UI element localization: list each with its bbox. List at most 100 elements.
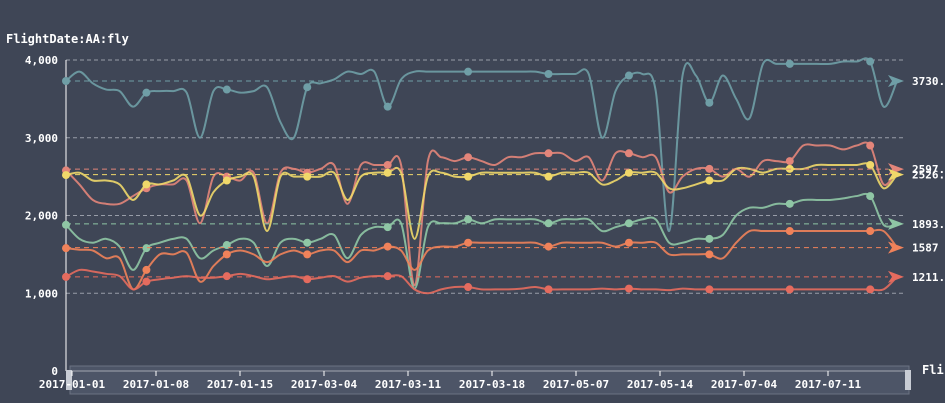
data-point[interactable]: [142, 88, 151, 97]
data-point[interactable]: [705, 234, 714, 243]
data-point[interactable]: [142, 180, 151, 189]
data-point[interactable]: [142, 244, 151, 253]
data-point[interactable]: [866, 285, 875, 294]
data-point[interactable]: [624, 284, 633, 293]
data-point[interactable]: [142, 265, 151, 274]
data-point[interactable]: [624, 219, 633, 228]
data-point[interactable]: [785, 157, 794, 166]
data-point[interactable]: [464, 283, 473, 292]
x-tick-label: 2017-05-07: [543, 378, 609, 391]
x-tick-label: 2017-01-08: [123, 378, 189, 391]
data-point[interactable]: [785, 59, 794, 68]
data-point[interactable]: [866, 57, 875, 66]
chart-title: FlightDate:AA:fly: [6, 32, 129, 46]
mark-line-label: 1893.: [912, 218, 945, 231]
data-point[interactable]: [785, 227, 794, 236]
x-tick-label: 2017-05-14: [627, 378, 694, 391]
data-point[interactable]: [383, 168, 392, 177]
data-point[interactable]: [303, 238, 312, 247]
data-zoom-slider[interactable]: [66, 365, 911, 395]
data-point[interactable]: [544, 69, 553, 78]
data-point[interactable]: [464, 238, 473, 247]
series-line: [65, 192, 898, 290]
zoom-handle-right[interactable]: [905, 370, 911, 390]
data-point[interactable]: [142, 277, 151, 286]
data-point[interactable]: [705, 176, 714, 185]
x-axis: 2017-01-01 2017-01-08 2017-01-15 2017-03-04…: [39, 371, 862, 391]
mark-line-arrow: [888, 168, 904, 181]
data-point[interactable]: [705, 250, 714, 259]
mark-line-label: 3730.: [912, 75, 945, 88]
x-tick-label: 2017-03-04: [291, 378, 358, 391]
x-tick-label: 2017-01-15: [207, 378, 273, 391]
x-tick-label: 2017-07-11: [795, 378, 862, 391]
data-point[interactable]: [383, 160, 392, 169]
data-point[interactable]: [303, 83, 312, 92]
data-point[interactable]: [303, 250, 312, 259]
y-tick-label: 3,000: [25, 132, 58, 145]
data-point[interactable]: [222, 272, 231, 281]
mark-line-arrow: [888, 241, 904, 254]
grid: [66, 59, 905, 294]
y-tick-label: 4,000: [25, 54, 58, 67]
y-tick-label: 2,000: [25, 210, 58, 223]
series-line: [65, 57, 898, 233]
data-point[interactable]: [544, 219, 553, 228]
data-point[interactable]: [544, 172, 553, 181]
mark-lines: 3730. 2597.2526. 1893. 1587 1211.: [66, 74, 945, 284]
data-point[interactable]: [383, 242, 392, 251]
series-group: [62, 57, 898, 295]
data-point[interactable]: [464, 67, 473, 76]
mark-line-arrow: [888, 74, 904, 87]
x-axis-label: Fli: [922, 363, 944, 377]
mark-line-arrow: [888, 270, 904, 283]
data-point[interactable]: [303, 172, 312, 181]
x-tick-label: 2017-01-01: [39, 378, 106, 391]
data-point[interactable]: [624, 71, 633, 80]
data-point[interactable]: [544, 149, 553, 158]
data-point[interactable]: [62, 244, 70, 253]
series-line: [65, 141, 898, 287]
data-point[interactable]: [62, 220, 70, 229]
zoom-handle-left[interactable]: [66, 370, 72, 390]
data-point[interactable]: [705, 285, 714, 294]
mark-line-label: 1211.: [912, 271, 945, 284]
mark-line-label: 2597.: [912, 163, 945, 176]
mark-line-arrow: [888, 217, 904, 230]
data-point[interactable]: [222, 250, 231, 259]
x-tick-label: 2017-03-18: [459, 378, 525, 391]
mark-line-label: 2526.: [912, 169, 945, 182]
data-point[interactable]: [866, 141, 875, 150]
x-tick-label: 2017-03-11: [375, 378, 442, 391]
data-point[interactable]: [866, 227, 875, 236]
data-point[interactable]: [705, 98, 714, 107]
data-point[interactable]: [222, 241, 231, 250]
data-point[interactable]: [785, 285, 794, 294]
y-tick-label: 1,000: [25, 287, 58, 300]
data-point[interactable]: [383, 223, 392, 232]
data-point[interactable]: [464, 215, 473, 224]
data-point[interactable]: [222, 176, 231, 185]
data-point[interactable]: [383, 102, 392, 111]
data-point[interactable]: [624, 168, 633, 177]
data-point[interactable]: [544, 242, 553, 251]
mark-line-label: 1587: [912, 242, 939, 255]
data-point[interactable]: [544, 285, 553, 294]
data-point[interactable]: [464, 153, 473, 162]
data-point[interactable]: [624, 238, 633, 247]
series-line: [65, 162, 898, 240]
x-tick-label: 2017-07-04: [711, 378, 778, 391]
data-point[interactable]: [464, 172, 473, 181]
y-axis: 0 1,000 2,000 3,000 4,000: [25, 54, 905, 378]
data-point[interactable]: [383, 272, 392, 281]
data-point[interactable]: [785, 199, 794, 208]
data-point[interactable]: [624, 149, 633, 158]
series-line: [65, 228, 898, 291]
series-line: [65, 268, 898, 295]
data-point[interactable]: [866, 160, 875, 169]
data-point[interactable]: [866, 192, 875, 201]
data-point[interactable]: [222, 85, 231, 94]
y-tick-label: 0: [51, 365, 58, 378]
zoom-track[interactable]: [69, 365, 910, 395]
